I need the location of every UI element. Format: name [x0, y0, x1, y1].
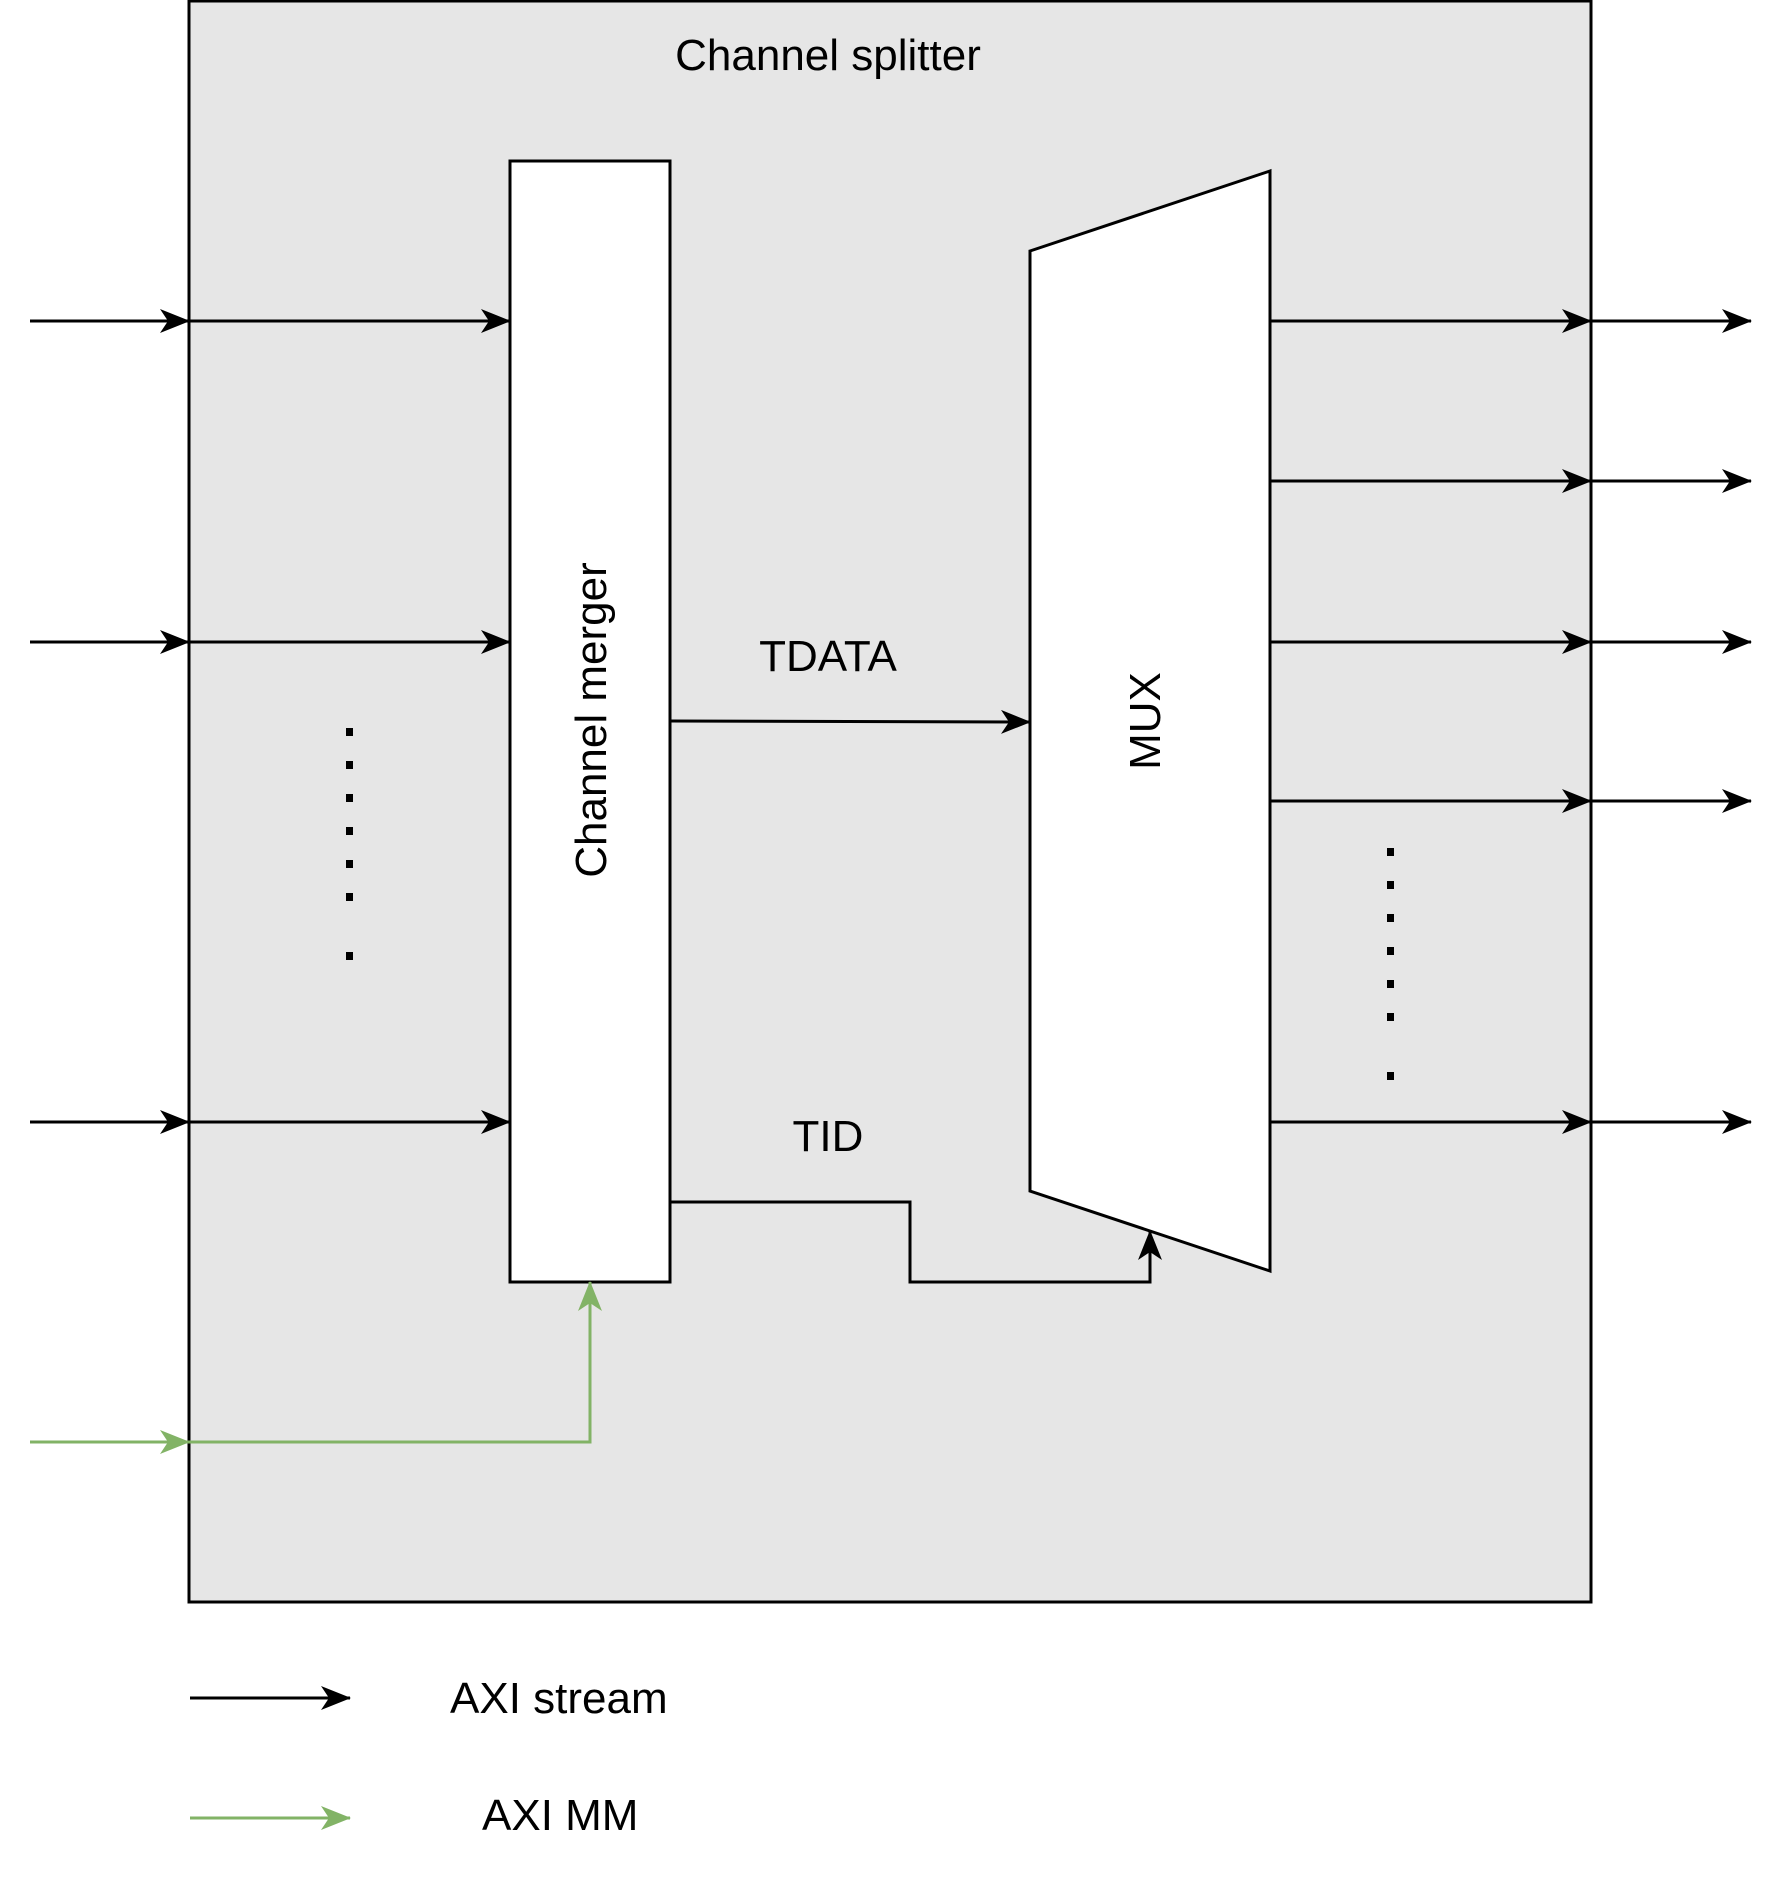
- tdata-arrow: [669, 709, 1031, 734]
- input-ellipsis-dots: [346, 728, 353, 960]
- mux-block: [1028, 168, 1272, 1274]
- legend: AXI stream AXI MM: [190, 1674, 668, 1840]
- mux-label: MUX: [1121, 672, 1170, 770]
- legend-axi-stream-label: AXI stream: [450, 1674, 668, 1723]
- legend-axi-mm-label: AXI MM: [482, 1791, 638, 1840]
- channel-merger-label: Channel merger: [567, 562, 616, 878]
- channel-splitter-title: Channel splitter: [675, 31, 981, 80]
- axi-mm-to-merger: [189, 1281, 602, 1444]
- output-ellipsis-dots: [1387, 848, 1394, 1080]
- channel-merger-block: [508, 159, 672, 1284]
- tdata-label: TDATA: [759, 632, 897, 681]
- tid-label: TID: [793, 1112, 864, 1161]
- tid-arrow: [670, 1200, 1162, 1284]
